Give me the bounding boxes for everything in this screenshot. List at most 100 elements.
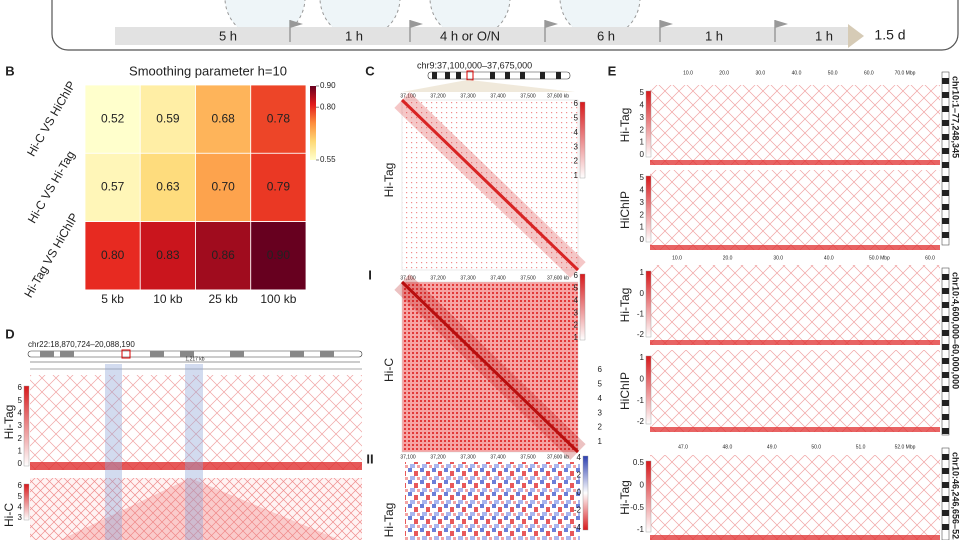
flag — [410, 20, 423, 28]
ideogram-band — [505, 72, 510, 79]
highlight-band — [105, 364, 122, 540]
ideogram — [27, 350, 363, 358]
step-duration: 1 h — [815, 28, 833, 43]
colorbar-label: 2 — [640, 125, 645, 134]
ideogram-marker — [121, 349, 131, 359]
colorbar-label: 5 — [598, 380, 603, 389]
axis-label: 20.0 — [719, 70, 729, 76]
step-duration: 4 h or O/N — [440, 28, 500, 43]
axis-label: 40.0 — [824, 255, 834, 261]
axis-label: 37,100 — [400, 93, 416, 99]
track-label: Hi-Tag — [618, 288, 632, 323]
colorbar-label: 4 — [18, 408, 23, 417]
colorbar-label: 5 — [640, 88, 645, 97]
ideogram — [941, 447, 950, 540]
axis-label: 37,600 kb — [547, 454, 569, 460]
domain — [60, 478, 340, 540]
colorbar-label: 4 — [598, 394, 603, 403]
axis-label: 60.0 — [864, 70, 874, 76]
panel-label: C — [365, 63, 375, 78]
ideogram-band — [456, 72, 461, 79]
flag — [290, 20, 303, 28]
colorbar-label: 0 — [640, 374, 645, 383]
colorbar-label: 3 — [598, 408, 603, 417]
track-label: HiChIP — [618, 191, 632, 229]
cell-value: 0.78 — [267, 111, 291, 125]
zoom-wedge — [402, 80, 575, 92]
ideogram — [427, 71, 571, 80]
colorbar-label: 3 — [574, 308, 579, 317]
timeline-arrow — [115, 27, 862, 45]
axis-label: 37,100 — [400, 454, 416, 460]
flag — [775, 20, 788, 28]
colorbar-label: 1 — [574, 333, 579, 342]
axis-label: 37,200 — [430, 275, 446, 281]
ideogram — [941, 267, 950, 436]
colorbar-label: 1 — [574, 171, 579, 180]
ideogram-band — [40, 351, 54, 357]
axis-label: 37,300 — [460, 93, 476, 99]
diagonal — [650, 535, 940, 540]
axis-label: 52.0 Mbp — [895, 444, 916, 450]
cell-value: 0.63 — [156, 180, 180, 194]
colorbar — [23, 385, 30, 467]
x-tick-label: 10 kb — [153, 292, 183, 306]
track-label: Hi-Tag — [618, 108, 632, 143]
axis-label: 37,600 kb — [547, 275, 569, 281]
colorbar-label: 4 — [640, 186, 645, 195]
axis-label: 37,300 — [460, 275, 476, 281]
axis-label: 50.0 Mbp — [869, 255, 890, 261]
ideogram-band — [942, 218, 949, 224]
axis-label: 60.0 — [925, 255, 935, 261]
axis-label: 48.0 — [723, 444, 733, 450]
heatmap-cell — [139, 84, 196, 154]
colorbar-label: 3 — [18, 513, 23, 522]
colorbar-label: 3 — [640, 198, 645, 207]
ideogram-band — [942, 344, 949, 350]
ideogram-band — [942, 524, 949, 530]
colorbar-label: 0 — [18, 459, 23, 468]
diagonal — [650, 427, 940, 432]
ideogram-band — [942, 482, 949, 488]
colorbar-label: -0.5 — [630, 503, 644, 512]
colorbar-label: 5 — [18, 396, 23, 405]
ideogram-band — [942, 414, 949, 420]
cell-value: 0.80 — [101, 248, 125, 262]
colorbar-label: 6 — [574, 271, 579, 280]
axis-label: 10.0 — [683, 70, 693, 76]
axis-label: 70.0 Mbp — [895, 70, 916, 76]
total-duration: 1.5 d — [874, 27, 905, 43]
diagonal — [650, 340, 940, 345]
y-tick-label: Hi-C VS HiChIP — [24, 79, 78, 159]
colorbar-label: 1 — [640, 138, 645, 147]
axis-label: 37,200 — [430, 454, 446, 460]
axis-label: 37,500 — [520, 93, 536, 99]
heatmap-cell — [250, 152, 307, 223]
colorbar-label: -2 — [637, 417, 645, 426]
colorbar-tick-label: 0.55 — [320, 155, 336, 164]
ideogram-band — [942, 468, 949, 474]
colorbar-label: 6 — [574, 99, 579, 108]
colorbar — [645, 270, 652, 338]
cell-value: 0.57 — [101, 180, 125, 194]
ideogram-band — [942, 496, 949, 502]
ideogram-band — [942, 510, 949, 516]
panel-label: E — [608, 63, 617, 78]
axis-label: 37,500 — [520, 454, 536, 460]
axis-label: 49.0 — [767, 444, 777, 450]
colorbar-label: 0 — [640, 480, 645, 489]
ideogram-band — [942, 92, 949, 98]
colorbar-label: -2 — [574, 506, 582, 515]
axis-label: 37,400 — [490, 454, 506, 460]
heatmap-cell — [250, 84, 307, 154]
region-label: chr10:4,600,000–60,000,000 — [951, 272, 960, 389]
colorbar-label: 0.5 — [633, 458, 645, 467]
colorbar-label: 1 — [18, 446, 23, 455]
axis-label: 30.0 — [755, 70, 765, 76]
diagonal — [30, 462, 362, 470]
y-tick-label: Hi-Tag VS HiChIP — [21, 211, 81, 301]
ideogram-band — [150, 351, 164, 357]
heatmap-cell — [195, 152, 252, 223]
ideogram-band — [942, 78, 949, 84]
ideogram-band — [290, 351, 304, 357]
